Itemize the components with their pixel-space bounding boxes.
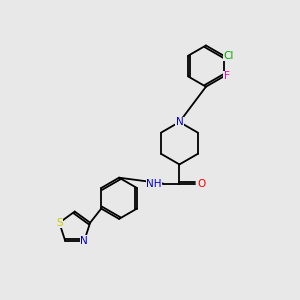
Text: N: N (80, 236, 88, 246)
Text: O: O (198, 178, 206, 189)
Text: S: S (56, 218, 63, 228)
Text: Cl: Cl (224, 51, 234, 61)
Text: F: F (224, 71, 230, 81)
Text: N: N (176, 117, 183, 127)
Text: NH: NH (146, 178, 162, 189)
